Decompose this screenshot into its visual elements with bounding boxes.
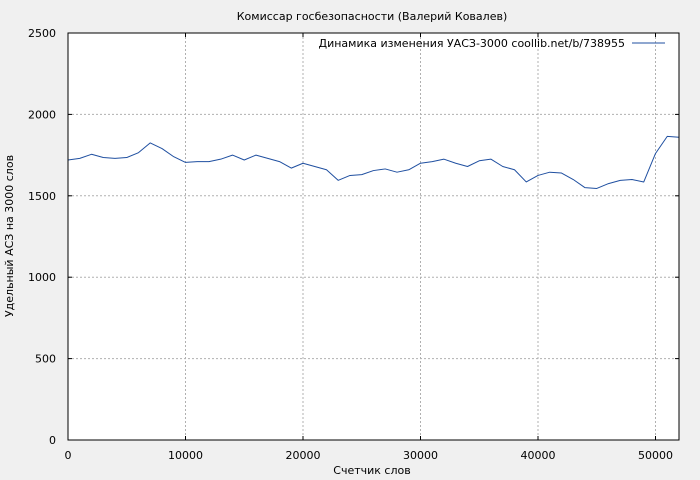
y-tick-label: 2000 [28, 108, 56, 121]
x-tick-label: 50000 [638, 449, 673, 462]
x-tick-label: 20000 [286, 449, 321, 462]
x-axis-label: Счетчик слов [333, 464, 410, 477]
x-tick-label: 40000 [521, 449, 556, 462]
x-tick-label: 10000 [168, 449, 203, 462]
y-tick-label: 0 [49, 434, 56, 447]
grid [68, 33, 679, 440]
legend: Динамика изменения УАСЗ-3000 coollib.net… [319, 37, 665, 50]
x-tick-label: 0 [65, 449, 72, 462]
plot-area [67, 32, 680, 441]
x-tick-label: 30000 [403, 449, 438, 462]
x-axis-ticks: 0 10000 20000 30000 40000 50000 [65, 33, 673, 462]
y-tick-label: 2500 [28, 27, 56, 40]
plot-background [68, 33, 679, 440]
legend-label: Динамика изменения УАСЗ-3000 coollib.net… [319, 37, 626, 50]
series-layer [67, 135, 680, 189]
plot-frame [67, 32, 680, 441]
y-axis-ticks: 0 500 1000 1500 2000 2500 [28, 27, 679, 447]
y-tick-label: 1000 [28, 271, 56, 284]
y-tick-label: 500 [35, 353, 56, 366]
y-axis-label: Удельный АСЗ на 3000 слов [3, 155, 16, 317]
chart-title: Комиссар госбезопасности (Валерий Ковале… [237, 10, 507, 23]
y-tick-label: 1500 [28, 190, 56, 203]
series-line [67, 135, 680, 189]
